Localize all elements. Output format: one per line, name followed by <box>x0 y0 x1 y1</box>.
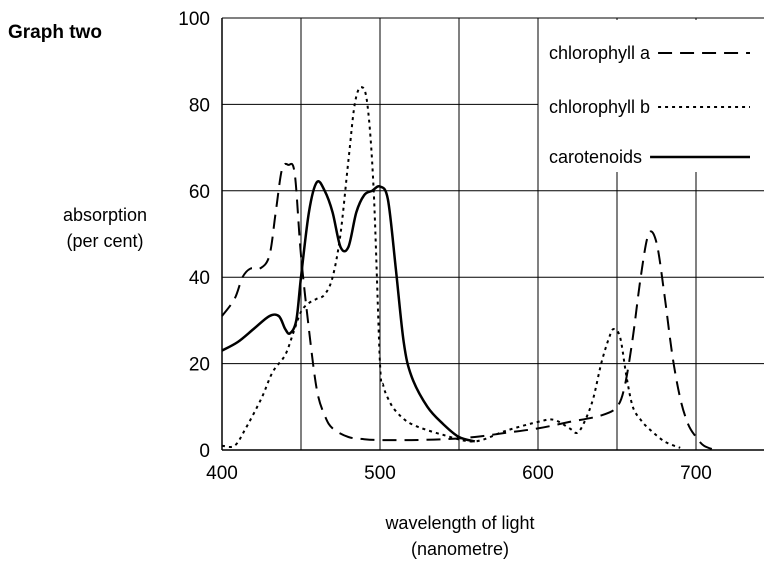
y-tick-label: 20 <box>189 355 210 376</box>
x-tick-label: 700 <box>680 463 712 484</box>
graph-title: Graph two <box>8 22 102 43</box>
y-tick-label: 60 <box>189 182 210 203</box>
legend-label: chlorophyll a <box>549 43 651 63</box>
x-axis-label-line-2: (nanometre) <box>410 539 510 559</box>
y-tick-label: 80 <box>189 95 210 116</box>
y-axis-label-line-2: (per cent) <box>66 231 144 251</box>
x-tick-label: 500 <box>364 463 396 484</box>
y-axis-label-line-1: absorption <box>62 205 148 225</box>
legend-label: carotenoids <box>549 147 642 167</box>
legend-background <box>538 20 764 172</box>
series-line-chlorophyll-b <box>221 86 681 449</box>
y-tick-label: 0 <box>199 441 210 462</box>
legend: chlorophyll a chlorophyll b carotenoids <box>537 18 750 172</box>
series-line-chlorophyll-a <box>221 162 716 451</box>
x-tick-label: 400 <box>206 463 238 484</box>
x-tick-labels: 400 500 600 700 <box>206 463 712 484</box>
x-axis-label-line-1: wavelength of light <box>385 513 535 533</box>
series-lines <box>221 86 716 451</box>
axes <box>221 18 764 451</box>
y-tick-label: 40 <box>189 268 210 289</box>
series-line-carotenoids <box>221 180 476 443</box>
legend-label: chlorophyll b <box>549 97 650 117</box>
x-axis-label: wavelength of light (nanometre) <box>360 510 560 562</box>
x-tick-label: 600 <box>522 463 554 484</box>
y-tick-labels: 0 20 40 60 80 100 <box>178 9 210 462</box>
y-tick-label: 100 <box>178 9 210 30</box>
y-axis-label: absorption (per cent) <box>20 202 190 254</box>
